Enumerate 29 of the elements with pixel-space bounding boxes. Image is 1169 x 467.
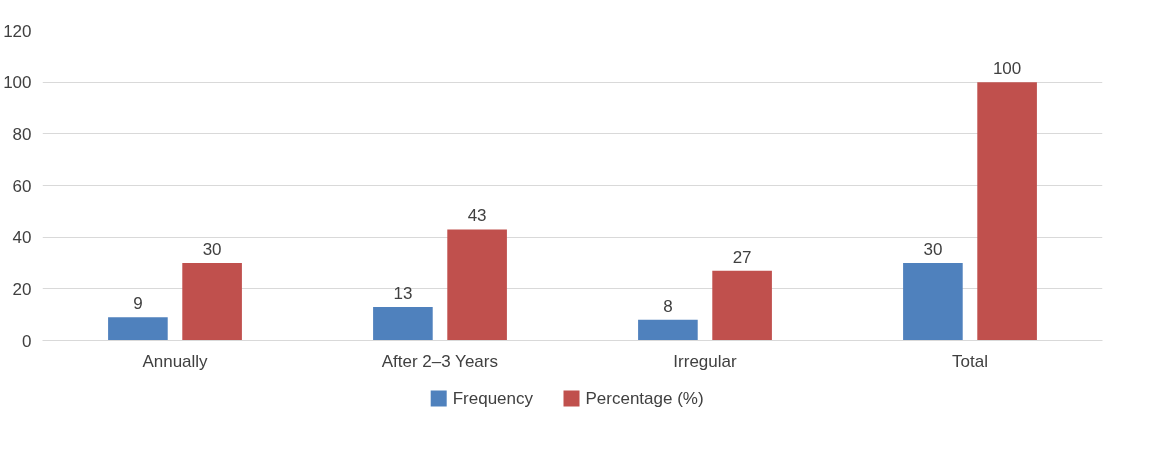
data-label: 27 [732, 247, 752, 267]
bar [903, 263, 963, 341]
x-tick-label: Annually [142, 351, 209, 371]
x-tick-label: Irregular [673, 351, 737, 371]
y-tick-label: 20 [12, 279, 32, 299]
data-label: 30 [923, 240, 943, 259]
data-label: 43 [467, 206, 487, 226]
data-label: 8 [663, 296, 673, 316]
data-label: 13 [393, 283, 413, 303]
bar [373, 306, 433, 341]
bar [712, 270, 772, 341]
y-tick-label: 60 [12, 176, 32, 196]
data-label: 100 [992, 59, 1022, 79]
bar [182, 263, 242, 341]
y-tick-label: 0 [22, 331, 32, 351]
legend-label: Percentage (%) [585, 389, 704, 408]
bar [638, 319, 698, 341]
bar [108, 317, 168, 341]
y-tick-label: 80 [12, 124, 32, 144]
y-tick-label: 40 [12, 228, 32, 248]
y-tick-label: 120 [3, 21, 32, 41]
x-tick-label: After 2–3 Years [381, 351, 498, 371]
bar [447, 229, 507, 341]
x-tick-label: Total [952, 351, 988, 371]
bar [977, 82, 1037, 341]
data-label: 30 [202, 240, 222, 259]
y-tick-label: 100 [3, 73, 32, 93]
data-label: 9 [133, 294, 143, 314]
legend-label: Frequency [452, 389, 534, 408]
